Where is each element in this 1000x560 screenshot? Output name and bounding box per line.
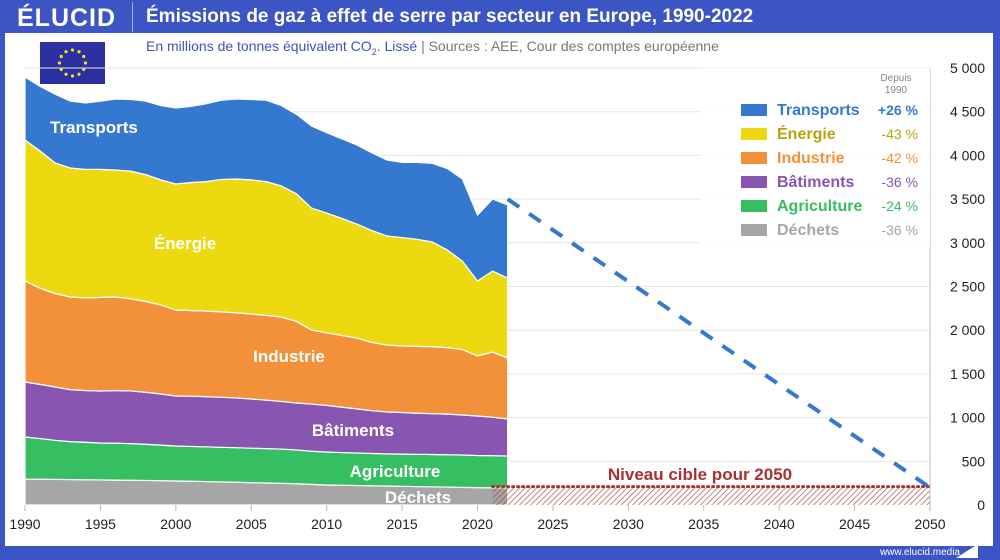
eu-flag-icon	[40, 42, 105, 84]
legend-change: -36 %	[881, 222, 918, 238]
chart-title: Émissions de gaz à effet de serre par se…	[146, 6, 754, 27]
target-hatch	[492, 486, 930, 505]
star	[70, 74, 75, 78]
legend-swatch	[741, 200, 767, 212]
header-divider	[132, 2, 133, 32]
legend-background	[700, 68, 930, 248]
legend-label: Énergie	[777, 124, 836, 143]
x-tick-label: 2020	[462, 516, 493, 532]
y-tick-label: 3 500	[950, 191, 985, 207]
y-tick-label: 3 000	[950, 235, 985, 251]
star	[83, 61, 88, 65]
legend-change: -36 %	[881, 174, 918, 190]
legend-label: Agriculture	[777, 198, 862, 215]
subtitle: En millions de tonnes équivalent CO2. Li…	[146, 38, 719, 57]
subtitle-separator: |	[421, 38, 425, 54]
legend-label: Transports	[777, 102, 860, 119]
area-label: Agriculture	[350, 462, 441, 481]
legend-label: Bâtiments	[777, 174, 854, 191]
subtitle-suffix: . Lissé	[376, 38, 418, 54]
star	[77, 50, 81, 54]
x-tick-label: 2000	[160, 516, 191, 532]
y-tick-label: 2 500	[950, 279, 985, 295]
x-tick-label: 2030	[613, 516, 644, 532]
star	[70, 48, 75, 52]
legend-swatch	[741, 176, 767, 188]
x-tick-label: 2005	[236, 516, 267, 532]
star	[77, 72, 81, 76]
legend-swatch	[741, 128, 767, 140]
legend-change: -24 %	[881, 198, 918, 214]
legend-header: Depuis	[880, 73, 911, 84]
subtitle-main: En millions de tonnes équivalent CO	[146, 38, 372, 54]
x-tick-label: 2035	[688, 516, 719, 532]
header: ÉLUCID Émissions de gaz à effet de serre…	[0, 0, 1000, 33]
x-tick-label: 1995	[85, 516, 116, 532]
legend-change: -42 %	[881, 150, 918, 166]
x-tick-label: 2040	[764, 516, 795, 532]
x-tick-label: 2025	[537, 516, 568, 532]
area-label: Déchets	[385, 488, 451, 507]
legend-label: Déchets	[777, 222, 839, 239]
target-label: Niveau cible pour 2050	[608, 465, 792, 484]
star	[59, 67, 63, 72]
x-tick-label: 2015	[387, 516, 418, 532]
star	[64, 72, 68, 76]
area-5	[24, 75, 509, 282]
trend-line	[506, 197, 932, 490]
legend-change: +26 %	[878, 102, 919, 118]
star	[64, 50, 68, 54]
x-tick-label: 1990	[9, 516, 40, 532]
subtitle-subscript: 2	[371, 46, 377, 57]
y-tick-label: 5 000	[950, 60, 985, 76]
x-tick-label: 2050	[914, 516, 945, 532]
star	[57, 61, 62, 65]
legend-header-year: 1990	[885, 85, 908, 96]
y-tick-label: 1 000	[950, 410, 985, 426]
x-tick-label: 2045	[839, 516, 870, 532]
elucid-logo: ÉLUCID	[17, 4, 117, 32]
legend-change: -43 %	[881, 126, 918, 142]
y-tick-label: 1 500	[950, 366, 985, 382]
sources: Sources : AEE, Cour des comptes européen…	[428, 38, 719, 54]
legend-label: Industrie	[777, 150, 845, 167]
y-tick-label: 4 500	[950, 104, 985, 120]
legend-swatch	[741, 224, 767, 236]
legend-swatch	[741, 152, 767, 164]
area-label: Industrie	[253, 347, 325, 366]
legend-swatch	[741, 104, 767, 116]
y-tick-label: 0	[977, 497, 985, 513]
star	[82, 67, 86, 72]
area-label: Énergie	[154, 234, 216, 253]
y-tick-label: 500	[962, 453, 986, 469]
y-tick-label: 4 000	[950, 147, 985, 163]
area-label: Bâtiments	[312, 421, 394, 440]
triangle-icon	[956, 544, 978, 558]
x-tick-label: 2010	[311, 516, 342, 532]
y-tick-label: 2 000	[950, 322, 985, 338]
footer-url[interactable]: www.elucid.media	[879, 547, 960, 558]
area-label: Transports	[50, 118, 138, 137]
star	[59, 54, 63, 59]
star	[82, 54, 86, 59]
